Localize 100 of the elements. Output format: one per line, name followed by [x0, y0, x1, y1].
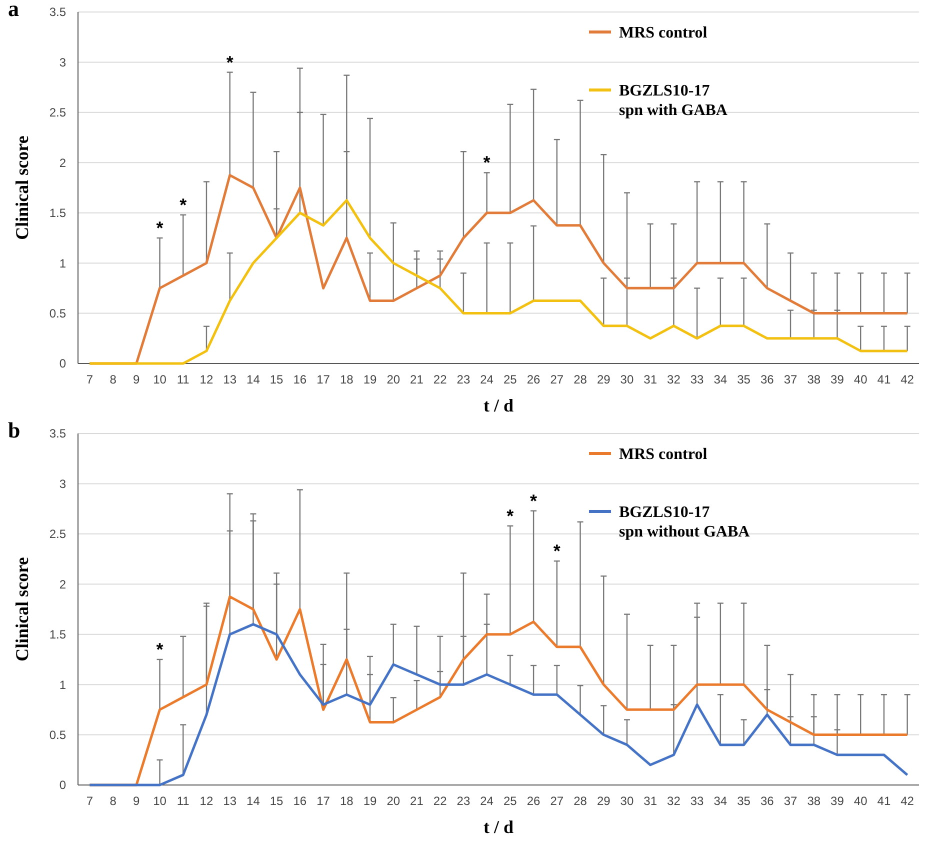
legend-label: MRS control: [619, 24, 708, 42]
y-axis-title: Clinical score: [12, 136, 32, 240]
x-tick-label: 15: [270, 794, 284, 808]
y-tick-label: 1: [59, 256, 66, 270]
x-tick-label: 29: [596, 372, 611, 386]
y-tick-label: 3: [59, 55, 66, 70]
x-tick-label: 30: [620, 794, 634, 808]
x-tick-label: 42: [900, 372, 914, 386]
annotation: *: [180, 194, 187, 215]
x-tick-label: 42: [900, 794, 914, 808]
x-tick-label: 12: [200, 794, 214, 808]
x-tick-label: 17: [316, 794, 330, 808]
y-tick-label: 2: [59, 577, 66, 592]
x-axis-title: t / d: [483, 396, 514, 416]
x-tick-label: 30: [620, 372, 634, 386]
x-tick-label: 14: [246, 372, 260, 386]
y-tick-label: 0: [59, 356, 66, 371]
x-tick-label: 21: [410, 794, 424, 808]
x-tick-label: 25: [504, 794, 518, 808]
x-tick-label: 16: [293, 794, 307, 808]
x-tick-label: 7: [86, 372, 94, 386]
x-tick-label: 23: [456, 372, 470, 386]
x-tick-label: 13: [223, 372, 237, 386]
x-tick-label: 8: [110, 372, 117, 386]
x-tick-label: 41: [877, 372, 891, 386]
x-tick-label: 40: [854, 372, 868, 386]
x-tick-label: 20: [386, 372, 400, 386]
x-tick-label: 41: [877, 794, 891, 808]
annotation: *: [506, 506, 514, 526]
annotation: *: [156, 218, 164, 238]
y-tick-label: 1.5: [49, 628, 66, 642]
x-tick-label: 38: [807, 372, 821, 386]
y-tick-label: 0: [59, 778, 66, 792]
x-tick-label: 12: [200, 372, 214, 386]
x-tick-label: 23: [456, 794, 470, 808]
x-tick-label: 13: [223, 794, 237, 808]
x-tick-label: 9: [133, 372, 140, 386]
legend-label: MRS control: [619, 446, 708, 464]
x-tick-label: 32: [667, 794, 681, 808]
x-tick-label: 31: [644, 372, 658, 386]
x-tick-label: 31: [644, 794, 658, 808]
x-tick-label: 15: [270, 372, 284, 386]
x-tick-label: 10: [153, 372, 167, 386]
x-tick-label: 26: [526, 794, 541, 808]
x-tick-label: 38: [807, 794, 821, 808]
x-tick-label: 28: [574, 794, 588, 808]
x-tick-label: 17: [316, 372, 330, 386]
x-tick-label: 34: [714, 372, 728, 386]
x-tick-label: 36: [760, 794, 774, 808]
x-tick-label: 24: [480, 372, 494, 386]
x-tick-label: 19: [363, 794, 378, 808]
x-tick-label: 11: [176, 372, 190, 386]
chart-title: b: [8, 418, 20, 442]
annotation: *: [483, 152, 490, 173]
x-tick-label: 33: [690, 372, 704, 386]
x-tick-label: 22: [433, 372, 448, 386]
annotation: *: [156, 639, 164, 660]
x-tick-label: 18: [340, 372, 354, 386]
x-tick-label: 40: [854, 794, 868, 808]
x-tick-label: 14: [246, 794, 260, 808]
x-tick-label: 9: [133, 794, 140, 808]
x-tick-label: 11: [176, 794, 190, 808]
y-tick-label: 1: [59, 678, 66, 692]
x-tick-label: 19: [363, 372, 378, 386]
x-tick-label: 20: [386, 794, 400, 808]
x-tick-label: 27: [550, 372, 564, 386]
x-axis-title: t / d: [483, 817, 514, 837]
x-tick-label: 16: [293, 372, 307, 386]
y-tick-label: 2.5: [49, 527, 66, 542]
x-tick-label: 26: [526, 372, 541, 386]
x-tick-label: 8: [110, 794, 117, 808]
y-tick-label: 3: [59, 476, 66, 491]
x-tick-label: 39: [830, 372, 844, 386]
x-tick-label: 33: [690, 794, 704, 808]
y-tick-label: 3.5: [49, 5, 66, 20]
chart-title: a: [8, 0, 19, 21]
x-tick-label: 35: [737, 794, 751, 808]
x-tick-label: 29: [596, 794, 611, 808]
x-tick-label: 24: [480, 794, 494, 808]
y-tick-label: 0.5: [49, 306, 66, 320]
x-tick-label: 21: [410, 372, 424, 386]
x-tick-label: 39: [830, 794, 844, 808]
legend-label: BGZLS10-17 spn without GABA: [619, 504, 750, 540]
y-tick-label: 3.5: [49, 426, 66, 441]
x-tick-label: 7: [86, 794, 94, 808]
x-tick-label: 34: [714, 794, 728, 808]
x-tick-label: 36: [760, 372, 774, 386]
x-tick-label: 32: [667, 372, 681, 386]
annotation: *: [530, 490, 538, 511]
y-axis-title: Clinical score: [12, 557, 32, 662]
x-tick-label: 37: [784, 372, 798, 386]
annotation: *: [553, 541, 560, 562]
x-tick-label: 35: [737, 372, 751, 386]
x-tick-label: 27: [550, 794, 564, 808]
y-tick-label: 1.5: [49, 206, 66, 220]
y-tick-label: 2.5: [49, 106, 66, 120]
x-tick-label: 10: [153, 794, 167, 808]
x-tick-label: 37: [784, 794, 798, 808]
x-tick-label: 22: [433, 794, 448, 808]
legend-label: BGZLS10-17 spn with GABA: [619, 82, 728, 119]
